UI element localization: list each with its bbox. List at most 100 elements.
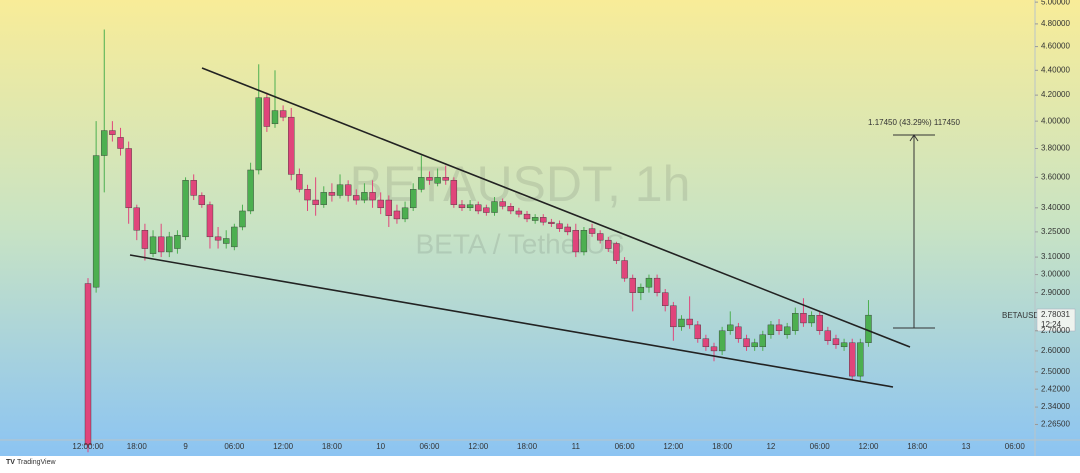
candle-body: [840, 342, 848, 348]
background: [0, 0, 1080, 456]
candle-body: [865, 314, 872, 343]
measure-arrow: [909, 134, 919, 142]
candle-body: [84, 283, 92, 446]
candle-body: [515, 210, 523, 215]
candle-body: [670, 305, 677, 328]
candle-body: [149, 236, 157, 254]
candle-body: [466, 204, 474, 209]
candle-body: [434, 177, 441, 184]
logo-icon: TV: [6, 459, 15, 466]
candle-body: [442, 177, 449, 181]
x-tick-label: 11: [572, 442, 581, 451]
candle-body: [312, 199, 319, 205]
candle-body: [735, 326, 742, 339]
candle-body: [653, 277, 661, 293]
candle-body: [629, 277, 636, 293]
candle-body: [564, 226, 571, 233]
candle-body: [556, 223, 563, 229]
y-tick-label: 4.00000: [1041, 116, 1070, 125]
x-tick-label: 06:00: [615, 442, 636, 451]
x-tick-label: 06:00: [1005, 442, 1026, 451]
candle-body: [499, 201, 506, 207]
candle-body: [824, 330, 832, 341]
x-tick-label: 9: [183, 442, 188, 451]
y-tick-label: 3.60000: [1041, 172, 1070, 181]
x-tick-label: 06:00: [419, 442, 440, 451]
y-tick-label: 5.00000: [1041, 0, 1070, 6]
x-tick-label: 12:00: [663, 442, 684, 451]
candle-body: [166, 236, 173, 253]
candle-body: [101, 130, 108, 156]
x-tick-label: 18:00: [517, 442, 538, 451]
candle-body: [328, 192, 336, 196]
candle-body: [702, 338, 710, 348]
candle-body: [580, 230, 588, 253]
y-tick-label: 2.60000: [1041, 346, 1070, 355]
candle-body: [727, 324, 734, 331]
measure-label: 1.17450 (43.29%) 117450: [868, 118, 960, 127]
x-tick-label: 12:00:00: [72, 442, 104, 451]
candle-body: [214, 236, 222, 241]
upper-trendline: [201, 67, 911, 348]
y-tick-label: 3.40000: [1041, 203, 1070, 212]
candle-body: [483, 207, 490, 213]
y-tick-label: 3.80000: [1041, 144, 1070, 153]
candle-body: [849, 342, 856, 377]
candle-body: [491, 201, 498, 213]
candle-body: [385, 199, 393, 216]
watermark-title: BETAUSDT, 1h: [350, 156, 691, 212]
x-tick-label: 18:00: [712, 442, 733, 451]
candle-body: [426, 177, 433, 181]
candle-body: [336, 184, 344, 196]
candle-body: [255, 97, 262, 171]
candle-body: [344, 184, 352, 196]
candle-body: [759, 334, 766, 348]
candle-body: [263, 97, 271, 127]
candle-body: [182, 180, 189, 238]
candle-body: [109, 130, 116, 135]
measure-tool: 1.17450 (43.29%) 117450: [868, 118, 961, 329]
candle-body: [231, 226, 238, 248]
candle-body: [775, 324, 783, 331]
y-tick-label: 2.34000: [1041, 402, 1070, 411]
candle-body: [190, 180, 197, 196]
x-tick-label: 12: [766, 442, 775, 451]
candle-body: [743, 338, 750, 348]
candle-body: [548, 221, 555, 224]
candle-body: [117, 137, 124, 149]
candle-body: [572, 230, 579, 253]
candle-body: [361, 192, 368, 201]
candle-body: [401, 207, 409, 220]
candle-body: [800, 313, 807, 324]
candle-body: [288, 116, 295, 175]
candle-body: [621, 260, 628, 279]
lower-trendline: [129, 254, 894, 388]
candle-body: [662, 292, 669, 306]
logo: TradingView: [17, 459, 56, 466]
x-tick-label: 13: [962, 442, 971, 451]
candle-body: [540, 217, 547, 223]
candle-body: [198, 195, 206, 205]
candle-body: [206, 204, 214, 238]
candle-body: [418, 177, 425, 190]
x-tick-label: 18:00: [127, 442, 148, 451]
candle-body: [783, 326, 791, 335]
candle-body: [141, 230, 149, 249]
x-tick-label: 10: [376, 442, 385, 451]
y-tick-label: 4.20000: [1041, 90, 1070, 99]
candle-body: [304, 189, 311, 201]
candle-body: [279, 110, 287, 118]
candle-body: [857, 342, 864, 377]
y-tick-label: 4.60000: [1041, 42, 1070, 51]
y-tick-label: 2.42000: [1041, 384, 1070, 393]
candle-body: [588, 228, 596, 234]
last-price: 2.78031: [1041, 310, 1070, 319]
x-tick-label: 06:00: [224, 442, 245, 451]
candle-body: [157, 236, 165, 253]
candle-body: [223, 238, 230, 244]
candle-body: [531, 217, 539, 221]
candle-body: [637, 286, 645, 293]
candle-body: [450, 180, 458, 205]
